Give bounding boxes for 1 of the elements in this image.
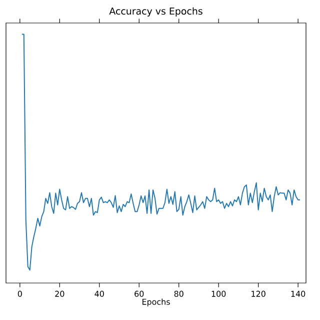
chart-title: Accuracy vs Epochs xyxy=(109,7,202,16)
